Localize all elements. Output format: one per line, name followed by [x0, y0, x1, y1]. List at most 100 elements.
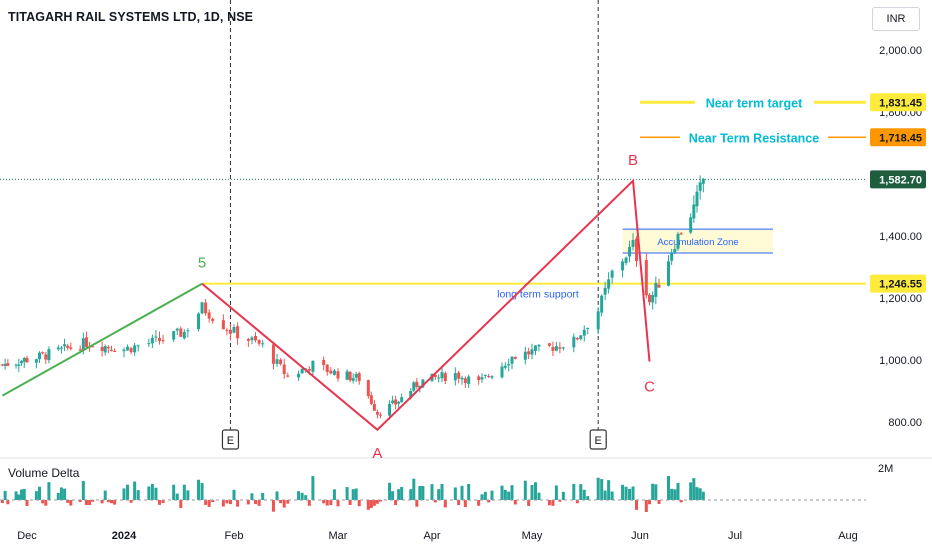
- volume-bar: [701, 491, 705, 500]
- volume-bar: [673, 489, 677, 500]
- x-tick-label: Feb: [225, 530, 244, 542]
- candle-body: [332, 370, 336, 375]
- earnings-marker-label: E: [595, 435, 602, 447]
- volume-bar: [261, 492, 265, 500]
- volume-bar: [554, 485, 558, 500]
- wave-a-label: A: [372, 445, 382, 462]
- volume-bar: [34, 491, 38, 500]
- volume-bar: [676, 482, 680, 500]
- candle-body: [133, 345, 137, 353]
- wave-b-label: B: [628, 152, 638, 169]
- volume-bar: [537, 492, 541, 500]
- volume-bar: [460, 485, 464, 500]
- candle-body: [236, 326, 240, 339]
- volume-bar: [667, 476, 670, 500]
- volume-bar: [635, 500, 639, 510]
- volume-delta-title: Volume Delta: [8, 466, 80, 480]
- volume-bar: [575, 500, 579, 504]
- volume-bar: [106, 500, 110, 503]
- candle-body: [179, 328, 183, 337]
- currency-selector[interactable]: INR: [872, 7, 920, 31]
- volume-bar: [397, 489, 401, 500]
- volume-bar: [692, 478, 696, 500]
- candle-body: [78, 349, 82, 351]
- volume-bar: [503, 490, 507, 500]
- candle-body: [325, 364, 329, 372]
- candle-body: [631, 240, 635, 247]
- volume-bar: [603, 490, 607, 500]
- volume-bar: [103, 490, 107, 500]
- volume-bar: [286, 500, 290, 504]
- x-tick-label: 2024: [112, 530, 137, 542]
- candle-body: [81, 338, 85, 351]
- volume-bar: [257, 500, 261, 506]
- candle-body: [603, 287, 607, 295]
- x-tick-label: Apr: [423, 530, 440, 542]
- candle-body: [91, 346, 95, 348]
- volume-delta-bars: [0, 476, 705, 512]
- earnings-marker: [221, 429, 240, 450]
- volume-bar: [579, 484, 583, 500]
- candle-body: [510, 356, 514, 364]
- candle-body: [66, 345, 70, 348]
- accumulation-zone: [622, 229, 773, 254]
- volume-bar: [610, 491, 614, 500]
- candle-body: [34, 359, 38, 363]
- candle-body: [673, 248, 677, 253]
- volume-bar: [282, 500, 286, 508]
- volume-bar: [197, 479, 201, 500]
- volume-bar: [433, 500, 437, 503]
- candle-body: [354, 373, 358, 378]
- candle-body: [654, 282, 658, 297]
- volume-bar: [388, 482, 392, 500]
- candle-body: [621, 261, 625, 271]
- candle-body: [275, 359, 279, 364]
- volume-bar: [418, 485, 422, 500]
- candle-body: [63, 344, 67, 347]
- volume-bar: [527, 500, 531, 506]
- volume-bar: [246, 500, 250, 505]
- candle-body: [667, 261, 670, 286]
- candle-body: [635, 238, 639, 262]
- candle-body: [575, 338, 579, 340]
- candle-body: [582, 329, 586, 336]
- candle-body: [698, 182, 702, 191]
- candle-body: [3, 363, 7, 367]
- earnings-marker: [589, 429, 607, 450]
- candles: [0, 175, 705, 420]
- near_term_target-price-value: 1,831.45: [879, 97, 922, 109]
- volume-bar: [311, 476, 315, 500]
- volume-bar: [572, 483, 576, 500]
- candle-body: [689, 217, 693, 233]
- candle-body: [513, 356, 517, 359]
- candle-body: [463, 378, 467, 384]
- candle-body: [467, 376, 471, 384]
- volume-bar: [279, 500, 283, 504]
- volume-bar: [644, 500, 648, 512]
- candle-body: [336, 371, 340, 379]
- volume-bar: [236, 500, 240, 507]
- volume-bar: [558, 500, 562, 502]
- candle-body: [523, 351, 527, 360]
- candle-body: [400, 397, 404, 403]
- candle-body: [378, 414, 382, 416]
- volume-bar: [122, 488, 126, 500]
- y-tick-label: 1,400.00: [879, 231, 922, 243]
- candle-body: [412, 382, 416, 391]
- y-tick-label: 800.00: [888, 417, 922, 429]
- x-tick-label: Jul: [728, 530, 742, 542]
- candle-body: [136, 345, 140, 347]
- candle-body: [394, 399, 398, 405]
- volume-bar: [136, 490, 140, 500]
- chart-title: TITAGARH RAIL SYSTEMS LTD, 1D, NSE: [8, 10, 254, 24]
- volume-bar: [182, 484, 186, 500]
- volume-bar: [271, 500, 275, 512]
- volume-bar: [453, 487, 457, 500]
- candle-body: [676, 233, 680, 249]
- volume-bar: [440, 483, 444, 500]
- volume-bar: [322, 500, 326, 504]
- near_term_resistance-price-tag: [870, 128, 926, 147]
- candle-body: [47, 349, 51, 361]
- volume-bar: [207, 500, 211, 507]
